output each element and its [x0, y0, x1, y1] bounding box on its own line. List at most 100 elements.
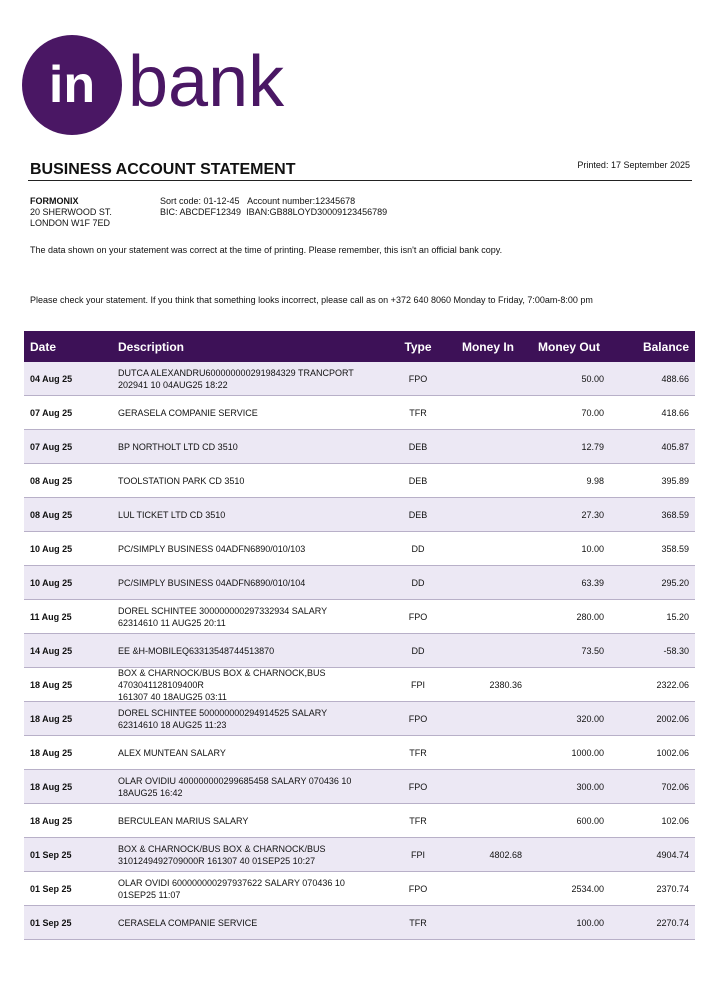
date-cell: 18 Aug 25 — [30, 781, 73, 792]
column-header: Balance — [642, 339, 689, 354]
table-row: 18 Aug 25 BERCULEAN MARIUS SALARY TFR 600.0… — [24, 804, 695, 838]
type-cell: DD — [411, 543, 425, 554]
description-line: CERASELA COMPANIE SERVICE — [118, 917, 258, 928]
table-row: 18 Aug 25 OLAR OVIDIU 400000000299685458 … — [24, 770, 695, 804]
table-row: 08 Aug 25 TOOLSTATION PARK CD 3510 DEB 9.98… — [24, 464, 695, 498]
description-line: DUTCA ALEXANDRU600000000291984329 TRANCP… — [118, 367, 354, 378]
account-line: BIC: ABCDEF12349 IBAN:GB88LOYD3000912345… — [160, 207, 387, 218]
address-line: 20 SHERWOOD ST. — [30, 207, 112, 217]
balance-cell: 2002.06 — [656, 713, 689, 724]
money-out-cell: 73.50 — [581, 645, 604, 656]
transactions-table: Date Description Type Money In Money Out… — [24, 331, 695, 940]
money-out-cell: 12.79 — [581, 441, 604, 452]
description-cell: BP NORTHOLT LTD CD 3510 — [112, 441, 388, 453]
date-cell: 11 Aug 25 — [30, 611, 72, 622]
description-cell: OLAR OVIDIU 400000000299685458 SALARY 07… — [112, 775, 388, 799]
date-cell: 01 Sep 25 — [30, 917, 72, 928]
description-cell: BOX & CHARNOCK/BUS BOX & CHARNOCK/BUS 310… — [112, 843, 388, 867]
table-row: 01 Sep 25 OLAR OVIDI 600000000297937622 S… — [24, 872, 695, 906]
balance-cell: 395.89 — [661, 475, 689, 486]
description-line: DOREL SCHINTEE 500000000294914525 SALARY — [118, 707, 328, 718]
description-line: BP NORTHOLT LTD CD 3510 — [118, 441, 238, 452]
note: The data shown on your statement was cor… — [30, 245, 503, 255]
description-cell: DUTCA ALEXANDRU600000000291984329 TRANCP… — [112, 367, 388, 391]
account-number: Account number:12345678 — [247, 196, 356, 206]
description-line: 18AUG25 16:42 — [118, 787, 183, 798]
address-line: LONDON W1F 7ED — [30, 218, 111, 228]
description-cell: CERASELA COMPANIE SERVICE — [112, 917, 388, 929]
sort-code: Sort code: 01-12-45 — [160, 196, 240, 206]
money-out-cell: 300.00 — [576, 781, 604, 792]
table-row: 01 Sep 25 BOX & CHARNOCK/BUS BOX & CHARNO… — [24, 838, 695, 872]
description-cell: ALEX MUNTEAN SALARY — [112, 747, 388, 759]
table-row: 01 Sep 25 CERASELA COMPANIE SERVICE TFR 100… — [24, 906, 695, 940]
money-in-cell: 4802.68 — [489, 849, 522, 860]
column-header: Type — [404, 339, 432, 354]
account-line: Sort code: 01-12-45 Account number:12345… — [160, 196, 387, 207]
description-line: 01SEP25 11:07 — [118, 889, 181, 900]
description-line: BERCULEAN MARIUS SALARY — [118, 815, 249, 826]
balance-cell: 405.87 — [661, 441, 689, 452]
date-cell: 08 Aug 25 — [30, 475, 73, 486]
date-cell: 01 Sep 25 — [30, 849, 72, 860]
money-out-cell: 100.00 — [576, 917, 604, 928]
table-row: 18 Aug 25 ALEX MUNTEAN SALARY TFR 1000.00 10… — [24, 736, 695, 770]
description-cell: GERASELA COMPANIE SERVICE — [112, 407, 388, 419]
type-cell: FPO — [408, 611, 428, 622]
column-header: Money Out — [538, 339, 600, 354]
description-line: OLAR OVIDIU 400000000299685458 SALARY 07… — [118, 775, 352, 786]
table-row: 04 Aug 25 DUTCA ALEXANDRU6000000002919843… — [24, 362, 695, 396]
date-cell: 18 Aug 25 — [30, 679, 73, 690]
balance-cell: -58.30 — [663, 645, 689, 656]
balance-cell: 368.59 — [661, 509, 689, 520]
table-header: Date Description Type Money In Money Out… — [24, 331, 695, 362]
address: FORMONIX 20 SHERWOOD ST. LONDON W1F 7ED — [30, 196, 112, 229]
table-row: 10 Aug 25 PC/SIMPLY BUSINESS 04ADFN6890/0… — [24, 566, 695, 600]
title-rule — [28, 180, 692, 181]
date-cell: 18 Aug 25 — [30, 747, 73, 758]
printed-date: Printed: 17 September 2025 — [577, 160, 690, 170]
money-in-cell: 2380.36 — [489, 679, 522, 690]
logo-mark: in — [49, 56, 95, 114]
iban: IBAN:GB88LOYD30009123456789 — [246, 207, 388, 217]
money-out-cell: 10.00 — [581, 543, 604, 554]
balance-cell: 418.66 — [661, 407, 689, 418]
type-cell: TFR — [409, 747, 427, 758]
description-line: ALEX MUNTEAN SALARY — [118, 747, 226, 758]
date-cell: 18 Aug 25 — [30, 815, 73, 826]
table-row: 18 Aug 25 DOREL SCHINTEE 5000000002949145… — [24, 702, 695, 736]
description-line: PC/SIMPLY BUSINESS 04ADFN6890/010/104 — [118, 577, 306, 588]
description-line: BOX & CHARNOCK/BUS BOX & CHARNOCK/BUS — [118, 843, 326, 854]
balance-cell: 295.20 — [661, 577, 689, 588]
balance-cell: 2322.06 — [656, 679, 689, 690]
statement-title: BUSINESS ACCOUNT STATEMENT — [30, 161, 296, 178]
money-out-cell: 280.00 — [576, 611, 604, 622]
type-cell: TFR — [409, 917, 427, 928]
money-out-cell: 320.00 — [576, 713, 604, 724]
description-cell: BOX & CHARNOCK/BUS BOX & CHARNOCK,BUS 47… — [112, 667, 388, 703]
description-line: BOX & CHARNOCK/BUS BOX & CHARNOCK,BUS 47… — [118, 667, 326, 690]
date-cell: 04 Aug 25 — [30, 373, 73, 384]
description-line: EE &H-MOBILEQ63313548744513870 — [118, 645, 275, 656]
address-line: FORMONIX — [30, 196, 79, 206]
description-line: 161307 40 18AUG25 03:11 — [118, 691, 227, 702]
date-cell: 14 Aug 25 — [30, 645, 73, 656]
date-cell: 10 Aug 25 — [30, 577, 73, 588]
description-line: 62314610 18 AUG25 11:23 — [118, 719, 227, 730]
date-cell: 07 Aug 25 — [30, 441, 73, 452]
description-cell: PC/SIMPLY BUSINESS 04ADFN6890/010/104 — [112, 577, 388, 589]
type-cell: FPO — [408, 883, 428, 894]
money-out-cell: 9.98 — [586, 475, 604, 486]
table-row: 07 Aug 25 GERASELA COMPANIE SERVICE TFR 70.… — [24, 396, 695, 430]
money-out-cell: 27.30 — [581, 509, 604, 520]
description-cell: EE &H-MOBILEQ63313548744513870 — [112, 645, 388, 657]
column-header: Money In — [461, 339, 514, 354]
description-cell: BERCULEAN MARIUS SALARY — [112, 815, 388, 827]
description-line: TOOLSTATION PARK CD 3510 — [118, 475, 245, 486]
balance-cell: 358.59 — [661, 543, 689, 554]
table-row: 08 Aug 25 LUL TICKET LTD CD 3510 DEB 27.30 3… — [24, 498, 695, 532]
description-line: 202941 10 04AUG25 18:22 — [118, 379, 228, 390]
description-line: GERASELA COMPANIE SERVICE — [118, 407, 258, 418]
bic: BIC: ABCDEF12349 — [160, 207, 242, 217]
